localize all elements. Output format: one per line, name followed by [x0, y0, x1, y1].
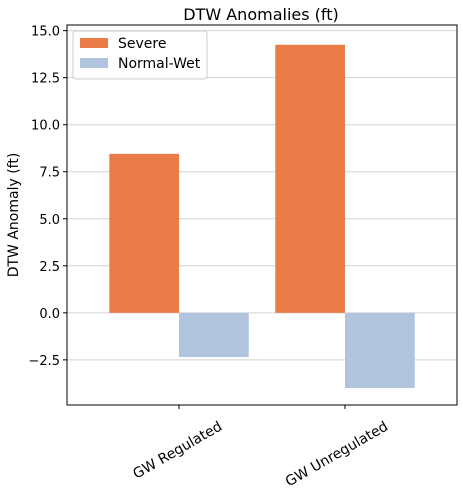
x-axis-ticks: GW Regulated GW Unregulated	[130, 405, 391, 489]
legend-swatch	[80, 38, 108, 48]
legend: Severe Normal-Wet	[72, 30, 208, 80]
y-axis-ticks: −2.5 0.0 2.5 5.0 7.5 10.0 12.5 15.0	[28, 25, 67, 369]
y-tick-label: 7.5	[39, 166, 60, 181]
y-tick-label: 2.5	[39, 260, 60, 275]
bars	[109, 44, 415, 389]
y-tick-label: 15.0	[31, 25, 60, 40]
y-tick-label: 10.0	[31, 119, 60, 134]
y-tick-label: 5.0	[39, 213, 60, 228]
bar-severe-1	[275, 44, 345, 313]
chart-title: DTW Anomalies (ft)	[183, 5, 339, 24]
bar-severe-0	[109, 153, 180, 313]
bar-normal-wet-1	[344, 312, 415, 389]
x-tick-label: GW Unregulated	[283, 419, 391, 489]
plot-frame	[66, 24, 458, 406]
y-axis-label: DTW Anomaly (ft)	[6, 153, 22, 278]
y-tick-label: 0.0	[39, 307, 60, 322]
x-tick-label: GW Regulated	[130, 419, 225, 483]
legend-entry: Normal-Wet	[118, 56, 201, 72]
y-tick-label: −2.5	[28, 354, 60, 369]
legend-swatch	[80, 58, 108, 68]
legend-entry: Severe	[118, 36, 166, 52]
bar-normal-wet-0	[179, 312, 249, 358]
y-tick-label: 12.5	[31, 72, 60, 87]
